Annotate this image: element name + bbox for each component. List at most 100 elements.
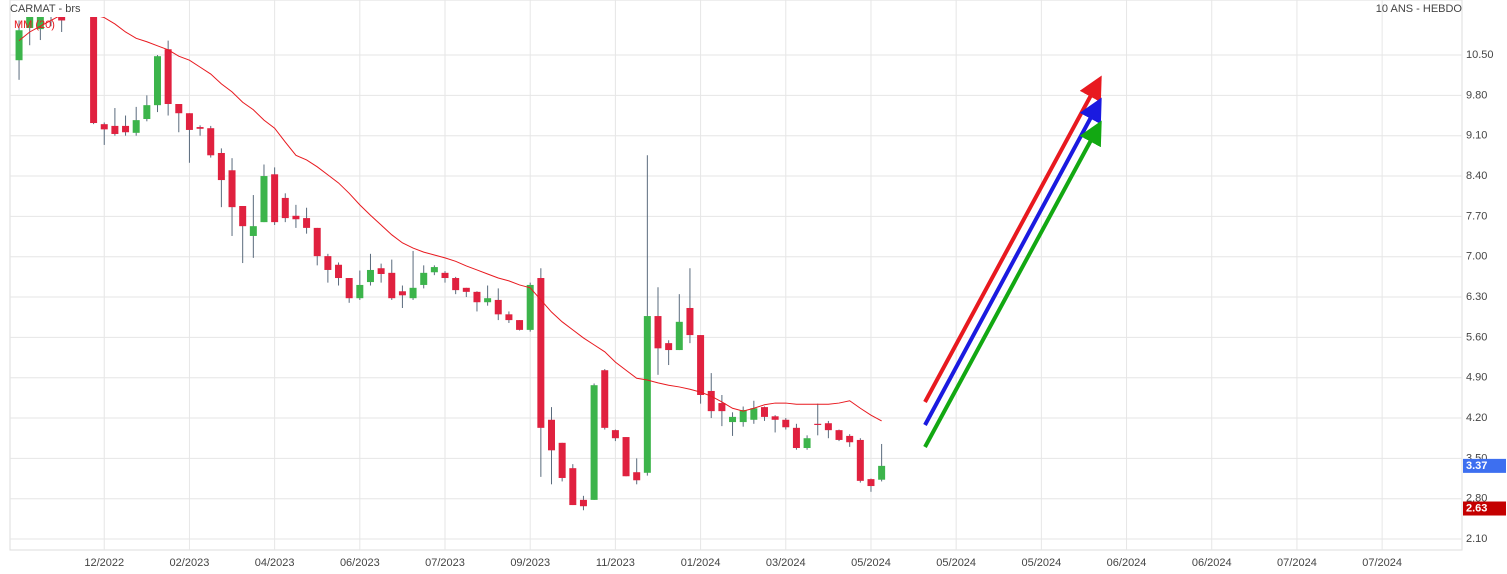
candle-body — [207, 128, 215, 156]
y-tick-label: 4.20 — [1466, 412, 1487, 424]
y-tick-label: 8.40 — [1466, 170, 1487, 182]
candle-body — [484, 298, 492, 303]
chart-subtitle: 10 ANS - HEBDO — [1376, 3, 1463, 15]
candle-body — [729, 416, 737, 423]
plot-frame — [9, 0, 1463, 551]
candle-body — [335, 264, 343, 279]
candle-body — [611, 430, 619, 439]
candle-body — [494, 299, 502, 315]
candle-body — [260, 176, 268, 223]
candle-body — [750, 408, 758, 420]
candle-body — [590, 385, 598, 500]
x-tick-label: 12/2022 — [84, 557, 124, 569]
candle-body — [409, 287, 417, 299]
candle-body — [153, 56, 161, 106]
candle-body — [377, 268, 385, 274]
candle-body — [398, 291, 406, 296]
grid — [10, 0, 1462, 550]
x-tick-label: 06/2024 — [1107, 557, 1147, 569]
green-arrow — [923, 120, 1102, 448]
price-marker-label: 2.63 — [1466, 502, 1487, 514]
candle-body — [420, 272, 428, 285]
candle-body — [462, 287, 470, 292]
x-tick-label: 05/2024 — [851, 557, 891, 569]
candle-body — [366, 269, 374, 283]
axes: 2.102.803.504.204.905.606.307.007.708.40… — [84, 49, 1506, 569]
candle-body — [697, 335, 705, 395]
candle-body — [143, 105, 151, 119]
candle-body — [122, 125, 130, 133]
x-tick-label: 06/2023 — [340, 557, 380, 569]
candle-body — [473, 291, 481, 303]
candle-body — [675, 321, 683, 351]
blue-arrow — [923, 97, 1102, 426]
price-marker — [1463, 501, 1506, 516]
candle-body — [601, 370, 609, 428]
x-tick-label: 11/2023 — [596, 557, 635, 569]
candle-body — [526, 284, 534, 330]
candle-body — [782, 419, 790, 428]
candle-body — [132, 120, 140, 133]
x-tick-label: 01/2024 — [681, 557, 721, 569]
candle-body — [771, 416, 779, 420]
candle-body — [846, 435, 854, 443]
candle-body — [654, 316, 662, 349]
candle-body — [707, 390, 715, 412]
candle-body — [90, 17, 98, 124]
trend-arrows — [923, 75, 1102, 448]
candle-body — [271, 174, 279, 223]
plot-area — [15, 17, 886, 511]
candle-body — [569, 468, 577, 506]
candle-body — [633, 472, 641, 481]
x-tick-label: 07/2024 — [1277, 557, 1317, 569]
candle-body — [313, 227, 321, 257]
candle-body — [441, 272, 449, 279]
candle-body — [792, 427, 800, 449]
candle-body — [878, 465, 886, 480]
candle-body — [292, 215, 300, 220]
legend-entry: MM (20) — [14, 19, 55, 31]
candle-body — [803, 438, 811, 449]
candle-body — [26, 17, 34, 28]
candle-body — [249, 226, 257, 236]
candle-body — [686, 307, 694, 336]
x-tick-label: 07/2024 — [1362, 557, 1402, 569]
candle-body — [164, 49, 172, 105]
x-tick-label: 05/2024 — [1021, 557, 1061, 569]
candle-body — [36, 17, 44, 30]
candle-body — [558, 442, 566, 478]
y-tick-label: 6.30 — [1466, 291, 1487, 303]
candle-body — [505, 314, 513, 321]
candle-body — [303, 218, 311, 228]
price-marker-label: 3.37 — [1466, 460, 1487, 472]
candle-body — [718, 403, 726, 412]
y-tick-label: 10.50 — [1466, 49, 1494, 61]
candle-body — [665, 343, 673, 351]
candle-body — [217, 152, 225, 181]
candle-body — [867, 479, 875, 487]
candle-body — [516, 320, 524, 330]
candle-body — [100, 124, 108, 130]
candle-body — [452, 278, 460, 291]
candle-body — [643, 316, 651, 473]
y-tick-label: 4.90 — [1466, 372, 1487, 384]
candle-body — [739, 409, 747, 423]
candle-body — [324, 256, 332, 270]
x-tick-label: 04/2023 — [255, 557, 295, 569]
candle-body — [430, 267, 438, 273]
x-tick-label: 06/2024 — [1192, 557, 1232, 569]
candle-body — [185, 113, 193, 130]
y-tick-label: 9.80 — [1466, 89, 1487, 101]
candle-body — [856, 439, 864, 481]
candle-body — [579, 499, 587, 507]
candle-body — [356, 284, 364, 299]
candle-body — [15, 30, 23, 61]
candle-body — [111, 125, 119, 134]
candle-body — [835, 430, 843, 440]
candle-body — [388, 272, 396, 299]
x-tick-label: 02/2023 — [170, 557, 210, 569]
moving-average-line — [18, 17, 882, 422]
candle-body — [175, 104, 183, 114]
price-marker — [1463, 458, 1506, 473]
